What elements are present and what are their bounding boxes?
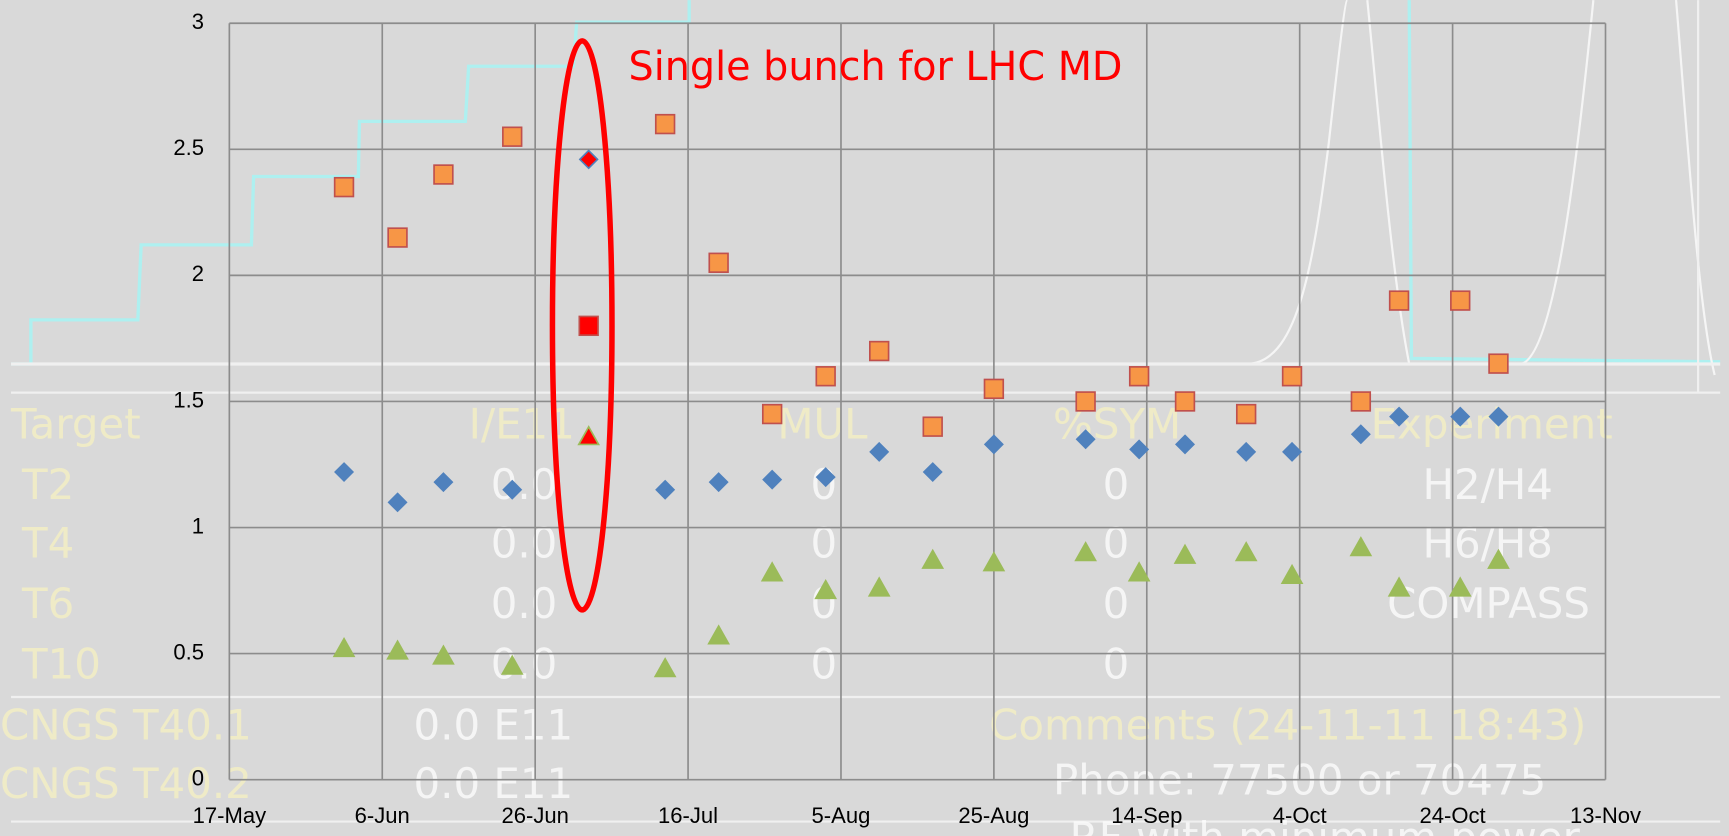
data-point [709, 626, 729, 644]
data-point [984, 553, 1004, 571]
x-tick-label: 13-Nov [1570, 803, 1641, 828]
screen-text: T10 [21, 640, 101, 689]
screen-text: 0.0 [491, 518, 558, 567]
data-point [1351, 538, 1371, 556]
screen-text: T4 [21, 518, 74, 567]
screen-text: 0 [1103, 640, 1130, 689]
cycle-curve [1522, 0, 1715, 375]
data-point [870, 342, 889, 361]
data-point [1283, 367, 1302, 386]
screen-text: 0.0 [491, 579, 558, 628]
x-tick-label: 6-Jun [355, 803, 410, 828]
x-tick-label: 4-Oct [1273, 803, 1327, 828]
screen-text: COMPASS [1387, 579, 1590, 628]
screen-text: 0 [1103, 518, 1130, 567]
data-point [1489, 354, 1508, 373]
data-point [434, 165, 453, 184]
data-point [655, 659, 675, 677]
data-point [1351, 392, 1370, 411]
data-point [763, 471, 781, 489]
page: {"chart_data": { "type": "scatter", "ann… [0, 0, 1729, 836]
data-point [709, 253, 728, 272]
screen-text: MUL [777, 399, 868, 448]
data-point [1451, 291, 1470, 310]
x-tick-label: 16-Jul [658, 803, 718, 828]
x-tick-label: 25-Aug [958, 803, 1029, 828]
data-point [763, 405, 782, 424]
x-tick-label: 14-Sep [1111, 803, 1182, 828]
data-point [435, 473, 453, 491]
annotation: Single bunch for LHC MD [629, 44, 1123, 90]
screen-text: CNGS T40.1 [0, 700, 252, 749]
data-point [985, 379, 1004, 398]
data-point [1130, 367, 1149, 386]
data-point [1283, 443, 1301, 461]
data-point [869, 578, 889, 596]
x-tick-label: 5-Aug [812, 803, 871, 828]
screen-text: T6 [21, 579, 74, 628]
data-point [1076, 392, 1095, 411]
y-tick-label: 3 [192, 9, 204, 34]
data-point [433, 646, 453, 664]
screen-text: H6/H8 [1422, 518, 1552, 567]
screen-text: 0 [810, 640, 837, 689]
screen-text: 0 [810, 518, 837, 567]
screen-text: 0.0 E11 [414, 759, 574, 808]
screen-text: 0.0 [491, 460, 558, 509]
data-point [923, 550, 943, 568]
data-point [710, 473, 728, 491]
data-point [388, 228, 407, 247]
data-point [503, 127, 522, 146]
y-tick-label: 1.5 [173, 387, 204, 412]
y-tick-label: 2 [192, 261, 204, 286]
chart: Target I/E11 MUL %SYM Experiment T2 0.0 0 0 H2/H4… [0, 0, 1729, 836]
data-point [580, 151, 598, 169]
data-point [334, 639, 354, 657]
data-point [1236, 543, 1256, 561]
data-point [579, 316, 598, 335]
cycle-curve [1246, 0, 1409, 364]
screen-text: 0.0 E11 [414, 700, 574, 749]
data-point [388, 641, 408, 659]
y-tick-label: 1 [192, 513, 204, 538]
data-point [1237, 405, 1256, 424]
data-point [923, 417, 942, 436]
screen-text: 0 [1103, 460, 1130, 509]
screen-text: 0 [1103, 579, 1130, 628]
screen-text: CNGS T40.2 [0, 759, 252, 808]
screen-text: %SYM [1053, 399, 1181, 448]
x-tick-label: 26-Jun [501, 803, 568, 828]
screen-text: Target [10, 399, 141, 448]
data-point [762, 563, 782, 581]
data-point [985, 436, 1003, 454]
screen-text: I/E11 [469, 399, 575, 448]
data-point [1175, 545, 1195, 563]
data-point [816, 367, 835, 386]
data-point [1076, 543, 1096, 561]
data-point [870, 443, 888, 461]
screen-text: T2 [21, 460, 74, 509]
screen-text: Experiment [1371, 399, 1613, 448]
x-tick-label: 17-May [193, 803, 267, 828]
data-point [1237, 443, 1255, 461]
data-point [924, 463, 942, 481]
data-point [389, 493, 407, 511]
data-point [335, 463, 353, 481]
y-tick-label: 0 [192, 766, 204, 791]
screen-text: H2/H4 [1422, 460, 1552, 509]
screen-text: 0.0 [491, 640, 558, 689]
data-point [1176, 392, 1195, 411]
data-point [1352, 425, 1370, 443]
data-point [656, 481, 674, 499]
y-tick-label: 0.5 [173, 639, 204, 664]
data-point [335, 178, 354, 197]
data-point [1390, 291, 1409, 310]
x-tick-label: 24-Oct [1420, 803, 1486, 828]
data-point [579, 427, 599, 445]
data-point [656, 115, 675, 134]
screen-text: Comments (24-11-11 18:43) [989, 700, 1586, 749]
y-tick-label: 2.5 [173, 135, 204, 160]
